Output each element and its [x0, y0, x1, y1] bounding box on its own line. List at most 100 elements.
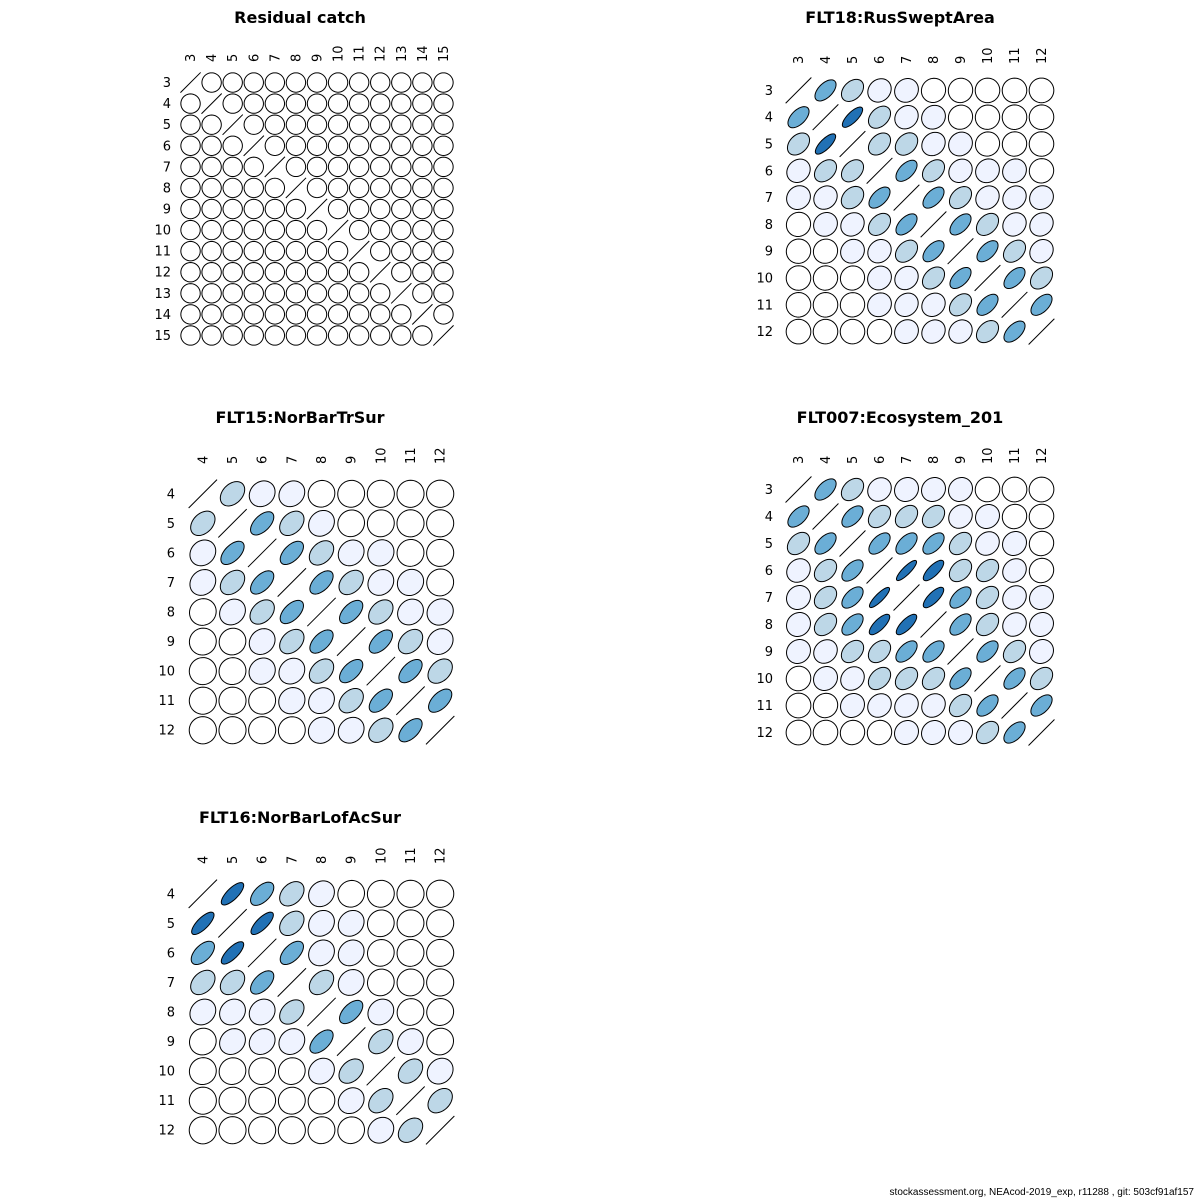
column-tick-label: 11 [1008, 47, 1023, 64]
correlation-ellipse-mark [370, 219, 391, 241]
panel-title: Residual catch [234, 8, 366, 27]
correlation-ellipse-mark [222, 135, 243, 156]
correlation-ellipse-mark [948, 158, 973, 183]
correlation-ellipse-mark [840, 238, 865, 264]
diagonal-line-mark [785, 77, 812, 104]
correlation-ellipse-mark [397, 1117, 424, 1143]
correlation-ellipse-mark [219, 598, 246, 626]
correlation-ellipse-mark [1029, 239, 1054, 264]
correlation-ellipse-mark [840, 159, 865, 183]
correlation-ellipse-mark [264, 114, 286, 135]
column-tick-label: 7 [900, 56, 915, 64]
correlation-ellipse-mark [285, 156, 307, 178]
correlation-ellipse-mark [309, 629, 334, 654]
row-tick-label: 7 [167, 976, 175, 991]
correlation-ellipse-mark [894, 239, 919, 263]
correlation-ellipse-mark [190, 510, 216, 537]
correlation-ellipse-mark [367, 539, 395, 567]
correlation-ellipse-mark [1001, 104, 1028, 130]
correlation-ellipse-mark [285, 72, 307, 93]
correlation-ellipse-mark [812, 692, 839, 719]
correlation-ellipse-mark [1002, 239, 1027, 263]
correlation-ellipse-mark [348, 93, 370, 114]
correlation-ellipse-mark [188, 657, 217, 686]
correlation-ellipse-mark [250, 570, 275, 595]
correlation-ellipse-mark [1029, 585, 1054, 610]
correlation-ellipse-mark [285, 304, 307, 325]
correlation-ellipse-mark [278, 687, 306, 715]
correlation-ellipse-mark [786, 639, 811, 664]
correlation-ellipse-mark [218, 1086, 247, 1115]
correlation-ellipse-mark [1029, 639, 1054, 664]
correlation-ellipse-mark [368, 1028, 394, 1055]
correlation-ellipse-mark [370, 156, 391, 178]
diagonal-line-mark [893, 584, 920, 611]
panel-title: FLT007:Ecosystem_201 [797, 408, 1004, 427]
row-tick-label: 14 [154, 308, 171, 323]
correlation-ellipse-mark [895, 559, 918, 582]
correlation-ellipse-mark [412, 262, 433, 283]
column-tick-label: 5 [846, 456, 861, 464]
correlation-ellipse-mark [787, 106, 810, 129]
correlation-ellipse-mark [433, 240, 454, 262]
correlation-ellipse-mark [264, 93, 286, 114]
correlation-ellipse-mark [412, 325, 433, 346]
correlation-ellipse-mark [894, 132, 919, 156]
correlation-ellipse-mark [222, 93, 243, 114]
correlation-ellipse-mark [1001, 503, 1028, 530]
correlation-ellipse-mark [243, 240, 264, 262]
correlation-ellipse-mark [306, 135, 328, 156]
correlation-ellipse-mark [337, 1116, 366, 1145]
correlation-ellipse-mark [277, 1116, 306, 1145]
correlation-ellipse-mark [397, 1058, 424, 1084]
correlation-ellipse-mark [921, 266, 946, 290]
correlation-ellipse-mark [308, 540, 335, 566]
correlation-ellipse-mark [348, 135, 370, 156]
column-tick-label: 8 [927, 456, 942, 464]
correlation-ellipse-mark [412, 135, 433, 156]
correlation-ellipse-mark [243, 72, 264, 93]
correlation-ellipse-mark [921, 159, 946, 183]
column-tick-label: 7 [900, 456, 915, 464]
correlation-ellipse-mark [337, 939, 365, 967]
correlation-ellipse-mark [279, 628, 305, 655]
correlation-ellipse-mark [839, 265, 866, 291]
correlation-ellipse-mark [243, 219, 264, 241]
correlation-ellipse-mark [337, 879, 366, 908]
column-tick-label: 10 [981, 47, 996, 64]
correlation-ellipse-mark [308, 687, 335, 715]
correlation-ellipse-mark [813, 558, 838, 583]
correlation-ellipse-mark [219, 998, 246, 1026]
correlation-ellipse-mark [264, 262, 286, 283]
correlation-ellipse-mark [391, 219, 412, 241]
correlation-ellipse-mark [812, 318, 839, 345]
correlation-ellipse-mark [279, 510, 305, 537]
correlation-ellipse-mark [814, 79, 837, 102]
correlation-ellipse-mark [426, 479, 455, 508]
diagonal-line-mark [366, 656, 396, 686]
correlation-ellipse-mark [278, 1028, 306, 1055]
row-tick-label: 10 [756, 672, 773, 687]
diagonal-line-mark [180, 72, 202, 94]
correlation-ellipse-mark [921, 104, 946, 130]
correlation-ellipse-mark [948, 477, 973, 502]
column-tick-label: 6 [256, 456, 271, 464]
correlation-ellipse-mark [368, 599, 394, 625]
row-tick-label: 9 [167, 1035, 175, 1050]
column-tick-label: 3 [792, 56, 807, 64]
correlation-ellipse-mark [1002, 585, 1027, 610]
correlation-ellipse-mark [813, 639, 838, 664]
correlation-ellipse-mark [370, 135, 391, 156]
correlation-ellipse-mark [248, 686, 277, 715]
diagonal-line-mark [839, 130, 866, 158]
correlation-ellipse-mark [348, 198, 370, 220]
correlation-ellipse-mark [309, 1029, 334, 1054]
correlation-ellipse-mark [922, 640, 945, 663]
correlation-ellipse-mark [894, 319, 919, 344]
diagonal-line-mark [277, 967, 307, 997]
correlation-ellipse-mark [867, 105, 892, 129]
correlation-ellipse-mark [391, 304, 412, 325]
correlation-ellipse-mark [948, 693, 973, 718]
correlation-ellipse-mark [201, 283, 222, 304]
